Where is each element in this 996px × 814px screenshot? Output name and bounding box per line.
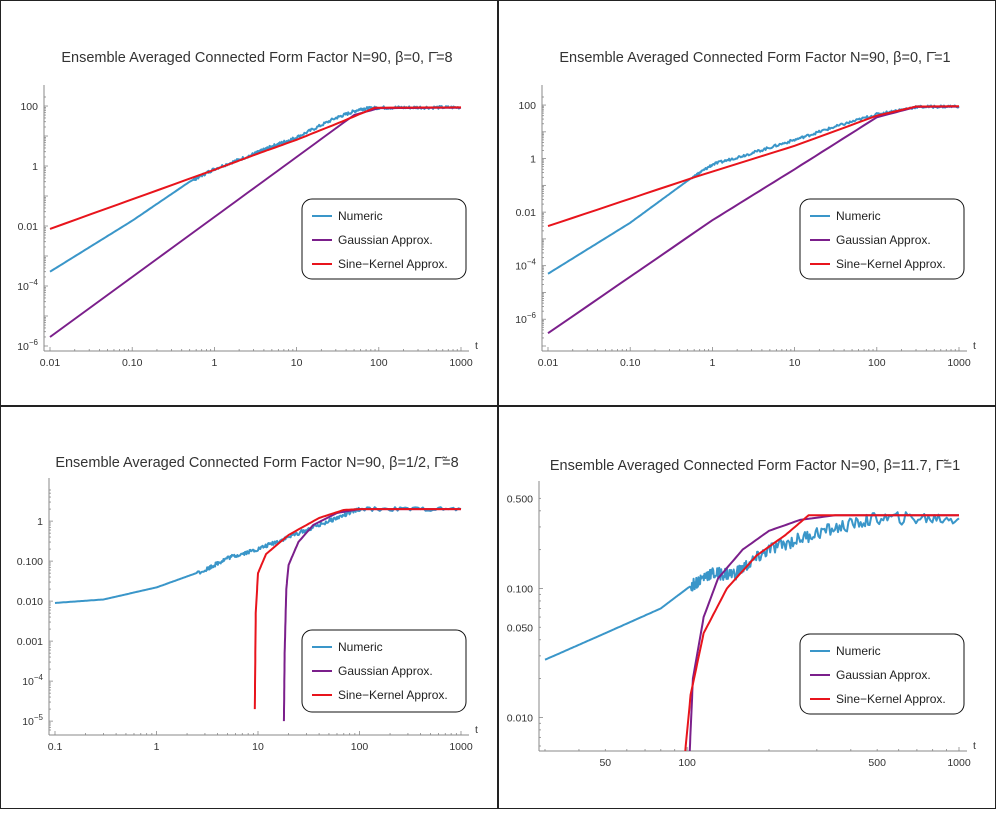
x-tick-label: 10 <box>789 357 801 369</box>
y-tick-label: 0.01 <box>18 221 39 233</box>
chart-title: Ensemble Averaged Connected Form Factor … <box>61 50 452 66</box>
legend-box <box>301 198 467 280</box>
x-tick-label: 10 <box>291 357 303 369</box>
legend-label-sine: Sine−Kernel Approx. <box>836 692 946 706</box>
chart-panel-1: Ensemble Averaged Connected Form Factor … <box>0 0 498 406</box>
x-tick-label: 100 <box>678 757 696 769</box>
x-tick-label: 0.1 <box>48 741 63 753</box>
chart-svg-1: Ensemble Averaged Connected Form Factor … <box>0 0 498 406</box>
legend-label-gaussian: Gaussian Approx. <box>338 664 433 678</box>
x-tick-label: 1 <box>709 357 715 369</box>
x-tick-label: 1 <box>154 741 160 753</box>
legend: Numeric Gaussian Approx. Sine−Kernel Appro… <box>799 198 965 280</box>
y-tick-label: 10−6 <box>17 338 38 353</box>
x-tick-label: 1000 <box>947 757 971 769</box>
x-tick-label: 0.10 <box>122 357 143 369</box>
x-tick-label: 10 <box>252 741 264 753</box>
x-tick-label: 100 <box>351 741 369 753</box>
legend: Numeric Gaussian Approx. Sine−Kernel Appro… <box>799 633 965 715</box>
x-axis-label: t <box>973 340 976 352</box>
chart-panel-2: Ensemble Averaged Connected Form Factor … <box>498 0 996 406</box>
y-tick-label: 10−5 <box>22 713 43 728</box>
series-line-gaussian <box>688 514 959 751</box>
x-tick-label: 1 <box>211 357 217 369</box>
chart-panel-3: Ensemble Averaged Connected Form Factor … <box>0 406 498 809</box>
series-line-sine <box>547 105 959 228</box>
y-tick-label: 1 <box>37 516 43 528</box>
x-tick-label: 50 <box>599 757 611 769</box>
chart-panel-4: Ensemble Averaged Connected Form Factor … <box>498 406 996 809</box>
x-tick-label: 500 <box>868 757 886 769</box>
y-tick-label: 10−4 <box>515 258 536 273</box>
chart-svg-3: Ensemble Averaged Connected Form Factor … <box>0 406 498 809</box>
legend-label-sine: Sine−Kernel Approx. <box>338 688 448 702</box>
series-line-sine <box>253 508 461 710</box>
y-tick-label: 10−4 <box>17 278 38 293</box>
x-tick-label: 1000 <box>449 357 473 369</box>
y-tick-label: 1 <box>530 154 536 166</box>
legend-label-numeric: Numeric <box>338 209 383 223</box>
y-tick-label: 10−4 <box>22 673 43 688</box>
legend-label-numeric: Numeric <box>836 644 881 658</box>
legend-label-sine: Sine−Kernel Approx. <box>338 257 448 271</box>
legend-label-sine: Sine−Kernel Approx. <box>836 257 946 271</box>
x-axis-label: t <box>973 740 976 752</box>
legend: Numeric Gaussian Approx. Sine−Kernel Appro… <box>301 198 467 280</box>
series-line-numeric <box>54 506 462 604</box>
chart-title: Ensemble Averaged Connected Form Factor … <box>550 458 960 474</box>
chart-title: Ensemble Averaged Connected Form Factor … <box>55 455 458 471</box>
y-tick-label: 0.010 <box>507 712 533 724</box>
legend-box <box>301 629 467 713</box>
x-axis-label: t <box>475 340 478 352</box>
x-tick-label: 1000 <box>449 741 473 753</box>
y-tick-label: 0.500 <box>507 493 533 505</box>
legend: Numeric Gaussian Approx. Sine−Kernel Appro… <box>301 629 467 713</box>
panel-border <box>0 0 498 406</box>
x-tick-label: 100 <box>370 357 388 369</box>
y-tick-label: 1 <box>32 161 38 173</box>
y-tick-label: 100 <box>518 100 536 112</box>
x-tick-label: 0.10 <box>620 357 641 369</box>
legend-label-numeric: Numeric <box>338 640 383 654</box>
x-tick-label: 100 <box>868 357 886 369</box>
y-tick-label: 0.010 <box>17 596 43 608</box>
legend-label-gaussian: Gaussian Approx. <box>836 233 931 247</box>
y-tick-label: 0.100 <box>507 583 533 595</box>
legend-label-gaussian: Gaussian Approx. <box>338 233 433 247</box>
y-tick-label: 10−6 <box>515 311 536 326</box>
chart-svg-4: Ensemble Averaged Connected Form Factor … <box>498 406 996 809</box>
legend-box <box>799 198 965 280</box>
legend-label-gaussian: Gaussian Approx. <box>836 668 931 682</box>
y-tick-label: 0.01 <box>516 207 537 219</box>
series-line-sine <box>684 514 959 751</box>
legend-box <box>799 633 965 715</box>
x-axis-label: t <box>475 724 478 736</box>
series-line-numeric <box>544 511 960 661</box>
chart-svg-2: Ensemble Averaged Connected Form Factor … <box>498 0 996 406</box>
y-tick-label: 0.100 <box>17 556 43 568</box>
x-tick-label: 0.01 <box>538 357 559 369</box>
legend-label-numeric: Numeric <box>836 209 881 223</box>
y-tick-label: 0.050 <box>507 622 533 634</box>
y-tick-label: 0.001 <box>17 636 43 648</box>
x-tick-label: 0.01 <box>40 357 61 369</box>
x-tick-label: 1000 <box>947 357 971 369</box>
y-tick-label: 100 <box>20 101 38 113</box>
chart-title: Ensemble Averaged Connected Form Factor … <box>559 50 950 66</box>
series-line-sine <box>49 106 461 230</box>
